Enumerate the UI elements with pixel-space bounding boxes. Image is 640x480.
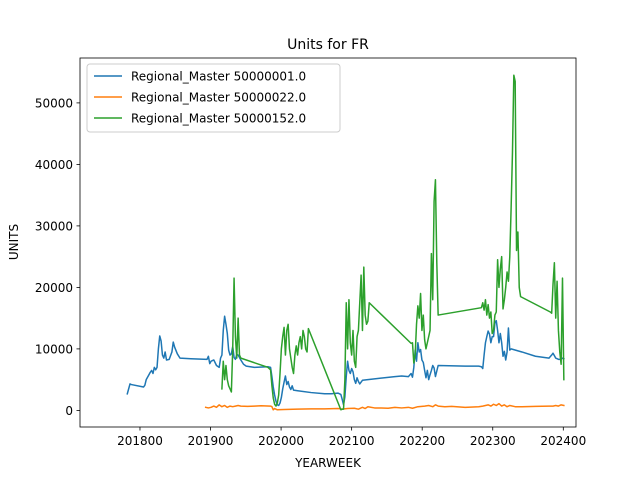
y-tick-label: 20000 <box>35 281 73 295</box>
x-axis-ticks: 201800 201900 202000 202100 202200 202300 2024… <box>117 427 586 448</box>
plot-frame <box>79 57 577 428</box>
legend-box <box>86 63 341 133</box>
x-tick-label: 201900 <box>188 434 234 448</box>
x-tick-label: 202300 <box>470 434 516 448</box>
y-axis-label: UNITS <box>7 224 21 260</box>
series-line-3 <box>221 74 565 411</box>
legend-label-2: Regional_Master 50000022.0 <box>131 91 306 105</box>
series-line-2 <box>204 402 565 411</box>
x-tick-label: 202000 <box>258 434 304 448</box>
legend-items: Regional_Master 50000001.0 Regional_Maste… <box>94 70 306 126</box>
y-tick-label: 10000 <box>35 342 73 356</box>
y-tick-label: 30000 <box>35 219 73 233</box>
series-layer <box>126 74 565 411</box>
y-tick-label: 40000 <box>35 158 73 172</box>
legend-label-1: Regional_Master 50000001.0 <box>131 70 306 84</box>
chart-title: Units for FR <box>287 37 369 53</box>
x-tick-label: 201800 <box>117 434 163 448</box>
x-axis-label: YEARWEEK <box>294 456 362 470</box>
y-tick-label: 50000 <box>35 96 73 110</box>
y-tick-label: 0 <box>65 404 73 418</box>
x-tick-label: 202100 <box>329 434 375 448</box>
legend-label-3: Regional_Master 50000152.0 <box>131 112 306 126</box>
legend: Regional_Master 50000001.0 Regional_Maste… <box>86 63 341 133</box>
x-tick-label: 202200 <box>399 434 445 448</box>
x-tick-label: 202400 <box>540 434 586 448</box>
y-axis-ticks: 0 10000 20000 30000 40000 50000 <box>35 96 80 418</box>
